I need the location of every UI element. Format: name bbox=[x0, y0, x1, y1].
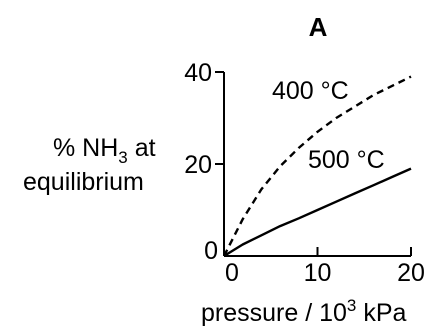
chart-title: A bbox=[309, 12, 328, 42]
series-label-400: 400 °C bbox=[272, 77, 349, 105]
series-line-500 bbox=[223, 167, 412, 258]
y-label-main: % NH bbox=[53, 134, 118, 162]
y-axis-label-line2: equilibrium bbox=[23, 168, 144, 196]
series-line-400 bbox=[222, 75, 412, 257]
x-label-sup: 3 bbox=[347, 296, 356, 315]
x-label-main: pressure / 10 bbox=[201, 299, 347, 327]
series-group bbox=[222, 75, 412, 258]
x-axis-label: pressure / 103 kPa bbox=[201, 296, 407, 327]
y-tick-label: 40 bbox=[184, 59, 212, 87]
ticks: 0 20 40 0 10 20 bbox=[184, 59, 425, 287]
y-tick-label: 0 bbox=[204, 237, 218, 265]
x-tick-label: 10 bbox=[304, 259, 332, 287]
series-label-500: 500 °C bbox=[308, 146, 385, 174]
y-label-tail: at bbox=[128, 134, 156, 162]
x-label-unit: kPa bbox=[356, 299, 406, 327]
x-tick-label: 20 bbox=[397, 259, 425, 287]
y-axis-label-line1: % NH3 at bbox=[53, 134, 156, 167]
y-tick-label: 20 bbox=[184, 151, 212, 179]
y-label-sub: 3 bbox=[118, 148, 127, 167]
x-tick-label: 0 bbox=[225, 259, 239, 287]
